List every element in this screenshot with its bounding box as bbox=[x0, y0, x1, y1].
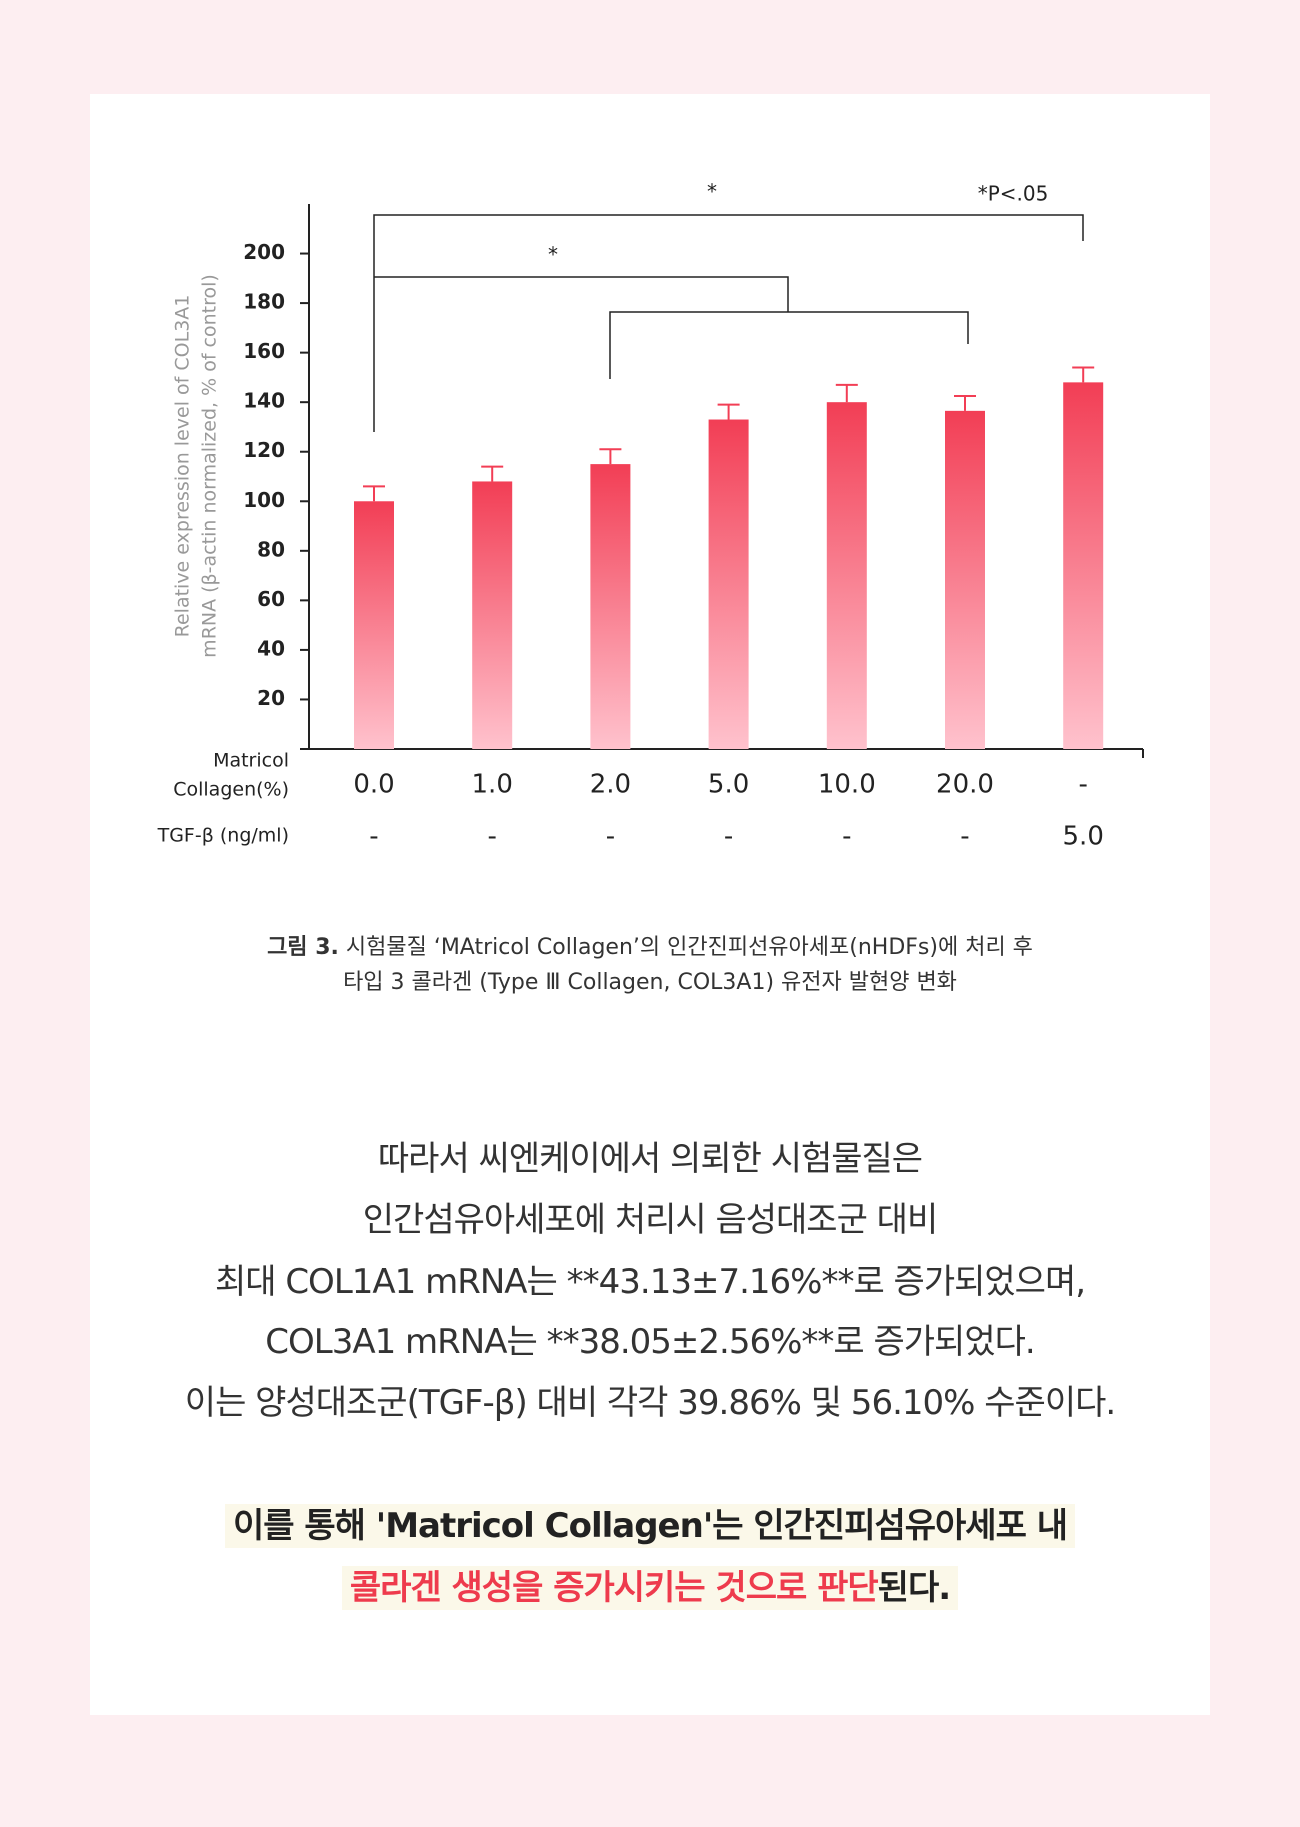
bar bbox=[590, 464, 631, 749]
chart: * *P<.05 * Relative expression level of … bbox=[157, 180, 1144, 852]
caption-line: 그림 3. 시험물질 ‘MAtricol Collagen’의 인간진피선유아세… bbox=[0, 929, 1300, 961]
y-tick-label: 20 bbox=[257, 686, 285, 710]
bracket bbox=[373, 214, 1084, 432]
x2-tick-label: 5.0 bbox=[1063, 822, 1104, 852]
x2-tick-label: - bbox=[724, 822, 733, 852]
annotation: * bbox=[548, 243, 558, 267]
x2-tick-label: - bbox=[488, 822, 497, 852]
x-label: Matricol bbox=[213, 750, 289, 772]
caption-text: 시험물질 ‘MAtricol Collagen’의 인간진피선유아세포(nHDF… bbox=[345, 935, 1033, 960]
y-tick-label: 60 bbox=[257, 587, 285, 611]
y-tick-label: 80 bbox=[257, 537, 285, 561]
bar bbox=[826, 402, 867, 749]
x-tick-label: - bbox=[1079, 770, 1088, 800]
bar bbox=[472, 481, 513, 749]
x2-tick-label: - bbox=[606, 822, 615, 852]
annotation: * bbox=[707, 180, 717, 204]
body-line: 최대 COL1A1 mRNA는 **43.13±7.16%**로 증가되었으며, bbox=[214, 1262, 1086, 1302]
y-tick-label: 100 bbox=[243, 488, 285, 512]
y-label-line: mRNA (β-actin normalized, % of control) bbox=[199, 274, 221, 658]
highlight-rest: 된다. bbox=[877, 1568, 951, 1608]
highlight-red: 콜라겐 생성을 증가시키는 것으로 판단 bbox=[349, 1568, 879, 1608]
y-tick-label: 40 bbox=[257, 636, 285, 660]
annotation: *P<.05 bbox=[978, 182, 1049, 206]
body-line: 인간섬유아세포에 처리시 음성대조군 대비 bbox=[362, 1200, 938, 1240]
y-tick-label: 140 bbox=[243, 389, 285, 413]
x2-label: TGF-β (ng/ml) bbox=[157, 825, 289, 847]
y-tick-label: 160 bbox=[243, 339, 285, 363]
conclusion-line: 이를 통해 'Matricol Collagen'는 인간진피섬유아세포 내 bbox=[0, 1498, 1300, 1548]
bar bbox=[354, 501, 394, 749]
body-line: 따라서 씨엔케이에서 의뢰한 시험물질은 bbox=[377, 1139, 923, 1179]
body-line: 이는 양성대조군(TGF-β) 대비 각각 39.86% 및 56.10% 수준… bbox=[184, 1383, 1116, 1423]
caption-line: 타입 3 콜라겐 (Type Ⅲ Collagen, COL3A1) 유전자 발… bbox=[343, 970, 957, 995]
y-axis-title: Relative expression level of COL3A1 mRNA… bbox=[172, 274, 221, 658]
body-line: COL3A1 mRNA는 **38.05±2.56%**로 증가되었다. bbox=[265, 1322, 1035, 1362]
card bbox=[90, 94, 1210, 1715]
y-tick-label: 180 bbox=[243, 290, 285, 314]
y-label-line: Relative expression level of COL3A1 bbox=[172, 295, 194, 638]
x-tick-label: 20.0 bbox=[936, 770, 994, 800]
significance-brackets bbox=[373, 214, 1084, 432]
x2-tick-label: - bbox=[960, 822, 969, 852]
conclusion-line: 콜라겐 생성을 증가시키는 것으로 판단된다. bbox=[0, 1560, 1300, 1610]
bracket bbox=[609, 311, 969, 379]
highlight: 콜라겐 생성을 증가시키는 것으로 판단된다. bbox=[341, 1566, 959, 1610]
caption-label: 그림 3. bbox=[267, 935, 339, 960]
bar bbox=[945, 410, 985, 749]
x-tick-label: 2.0 bbox=[590, 770, 631, 800]
x2-tick-label: - bbox=[842, 822, 851, 852]
bracket bbox=[374, 276, 789, 312]
x-tick-label: 5.0 bbox=[708, 770, 749, 800]
highlight: 이를 통해 'Matricol Collagen'는 인간진피섬유아세포 내 bbox=[225, 1504, 1075, 1548]
x-label: Collagen(%) bbox=[173, 779, 289, 801]
x-tick-label: 1.0 bbox=[472, 770, 513, 800]
bar bbox=[1063, 382, 1104, 749]
y-tick-label: 200 bbox=[243, 240, 285, 264]
x2-tick-label: - bbox=[369, 822, 378, 852]
x-tick-label: 10.0 bbox=[818, 770, 876, 800]
bar bbox=[708, 419, 749, 749]
x-tick-label: 0.0 bbox=[353, 770, 394, 800]
y-tick-label: 120 bbox=[243, 438, 285, 462]
